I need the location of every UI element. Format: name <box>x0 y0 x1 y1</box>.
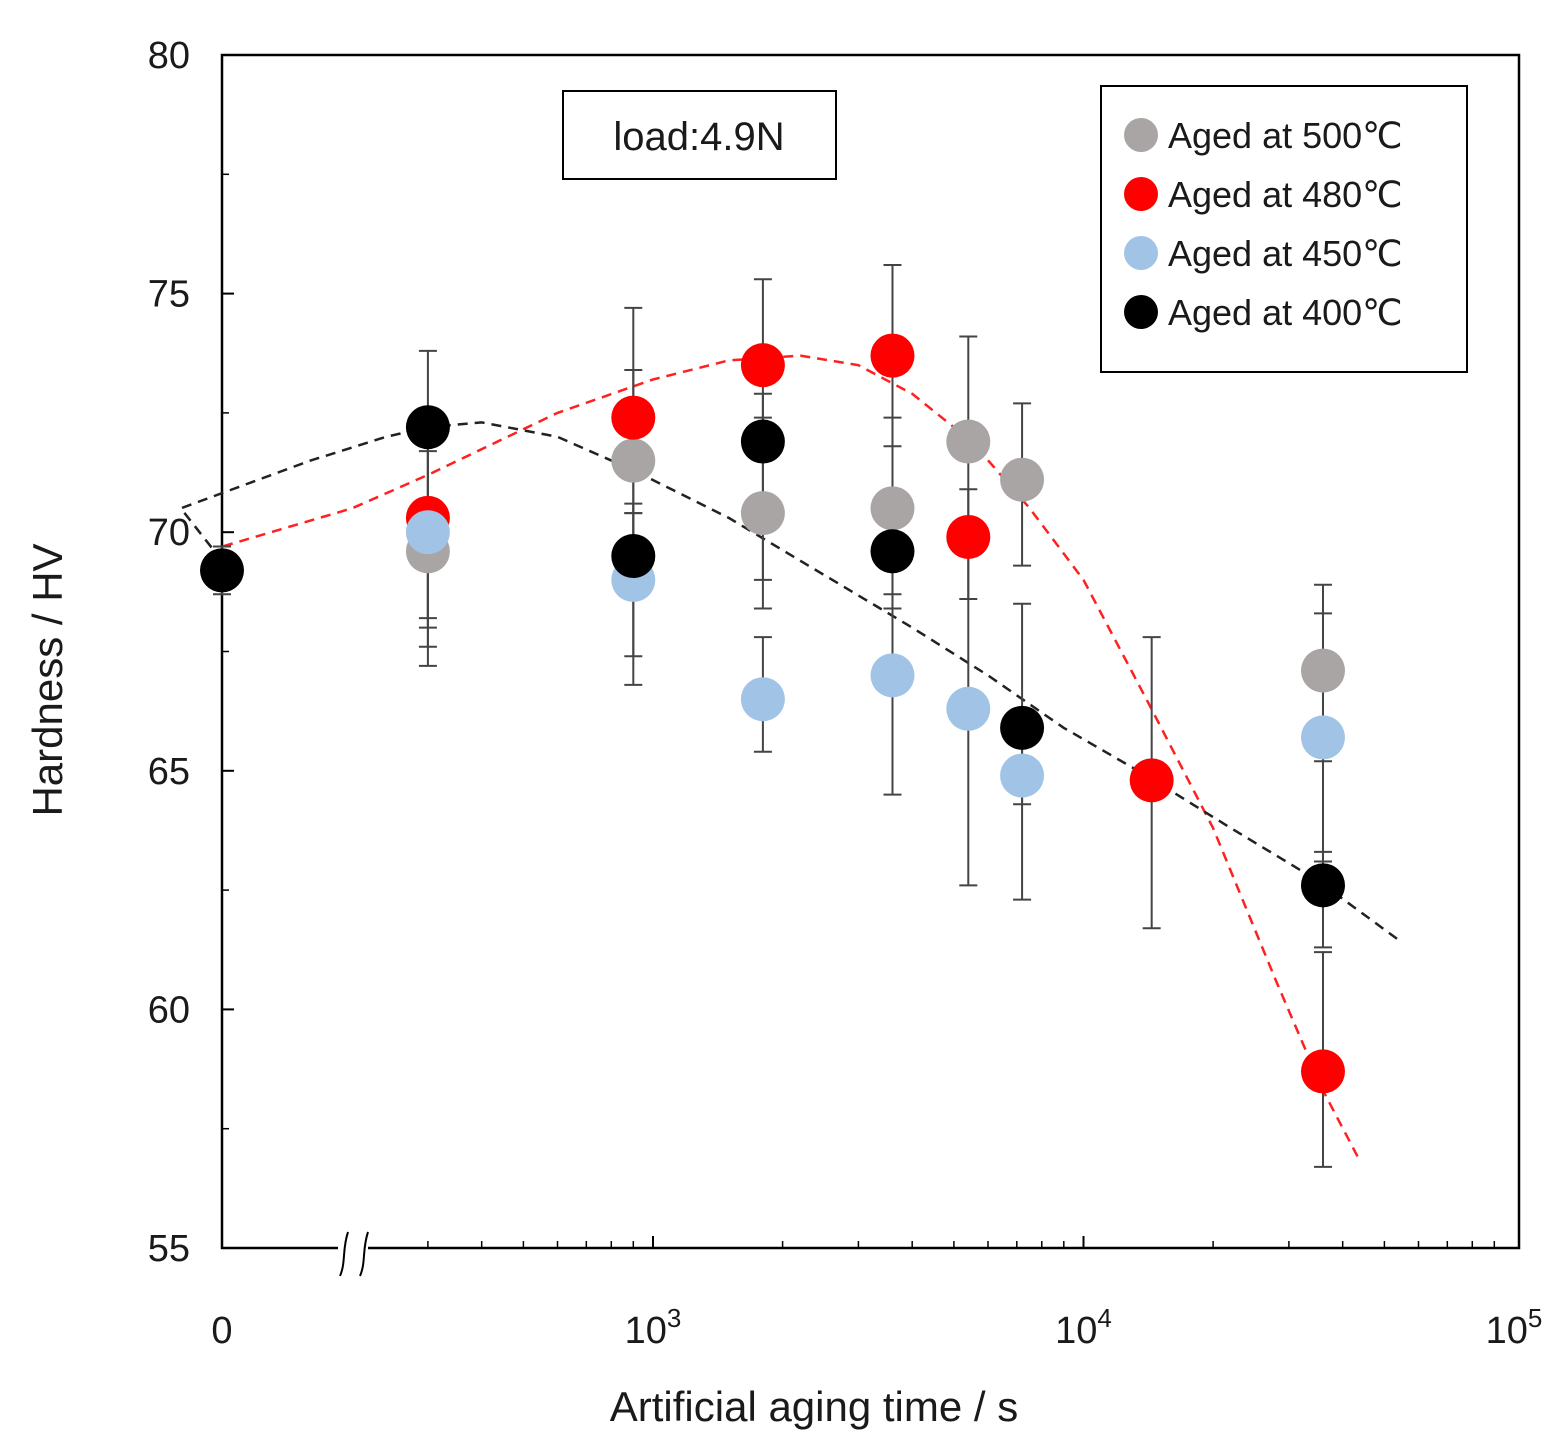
y-tick-label: 60 <box>148 989 190 1031</box>
legend: Aged at 500℃ Aged at 480℃ Aged at 450℃ Aged… <box>1100 85 1468 373</box>
legend-label: Aged at 480℃ <box>1168 174 1403 215</box>
x-tick-label: 104 <box>1055 1303 1112 1352</box>
data-point <box>1000 457 1045 502</box>
load-annotation-text: load:4.9N <box>613 115 784 159</box>
legend-label: Aged at 400℃ <box>1168 292 1403 333</box>
data-point <box>611 534 656 579</box>
y-tick-label: 70 <box>148 512 190 554</box>
x-tick-label: 103 <box>625 1303 682 1352</box>
x-tick-label: 0 <box>211 1310 232 1352</box>
load-annotation: load:4.9N <box>562 90 837 180</box>
data-point <box>870 333 915 378</box>
data-point <box>870 529 915 574</box>
data-point <box>946 419 991 464</box>
trend-line <box>178 421 1403 944</box>
data-point <box>740 677 785 722</box>
data-point <box>611 395 656 440</box>
data-point <box>1000 753 1045 798</box>
data-point <box>740 343 785 388</box>
y-tick-label: 55 <box>148 1228 190 1270</box>
y-tick-label: 80 <box>148 35 190 77</box>
trend-line <box>220 354 1362 1163</box>
x-axis-title: Artificial aging time / s <box>610 1383 1018 1430</box>
legend-marker <box>1124 177 1158 211</box>
y-tick-label: 65 <box>148 751 190 793</box>
legend-item: Aged at 500℃ <box>1124 115 1403 156</box>
data-point <box>740 419 785 464</box>
data-point <box>1300 1049 1345 1094</box>
data-point <box>200 548 244 593</box>
data-point <box>946 686 991 731</box>
data-point <box>1300 715 1345 760</box>
legend-label: Aged at 500℃ <box>1168 115 1403 156</box>
data-points <box>200 333 1345 1094</box>
legend-label: Aged at 450℃ <box>1168 233 1403 274</box>
legend-marker <box>1124 295 1158 329</box>
y-axis: 55 60 65 70 75 80 <box>148 35 234 1270</box>
y-axis-title: Hardness / HV <box>24 543 71 816</box>
legend-item: Aged at 480℃ <box>1124 174 1403 215</box>
legend-item: Aged at 400℃ <box>1124 292 1403 333</box>
data-point <box>1000 705 1045 750</box>
legend-item: Aged at 450℃ <box>1124 233 1403 274</box>
data-point <box>405 510 450 555</box>
x-tick-label: 105 <box>1486 1303 1543 1352</box>
data-point <box>1300 648 1345 693</box>
x-axis: 0 103 104 105 <box>211 1236 1542 1352</box>
data-point <box>870 486 915 531</box>
x-axis-break-marks <box>338 1231 369 1277</box>
data-point <box>405 405 450 450</box>
data-point <box>1129 758 1174 803</box>
y-tick-label: 75 <box>148 274 190 316</box>
data-point <box>946 514 991 559</box>
data-point <box>740 491 785 536</box>
data-point <box>870 653 915 698</box>
legend-marker <box>1124 236 1158 270</box>
data-point <box>611 438 656 483</box>
trend-lines <box>178 354 1403 1163</box>
error-bar <box>1013 602 1032 901</box>
data-point <box>1300 863 1345 908</box>
legend-marker <box>1124 118 1158 152</box>
